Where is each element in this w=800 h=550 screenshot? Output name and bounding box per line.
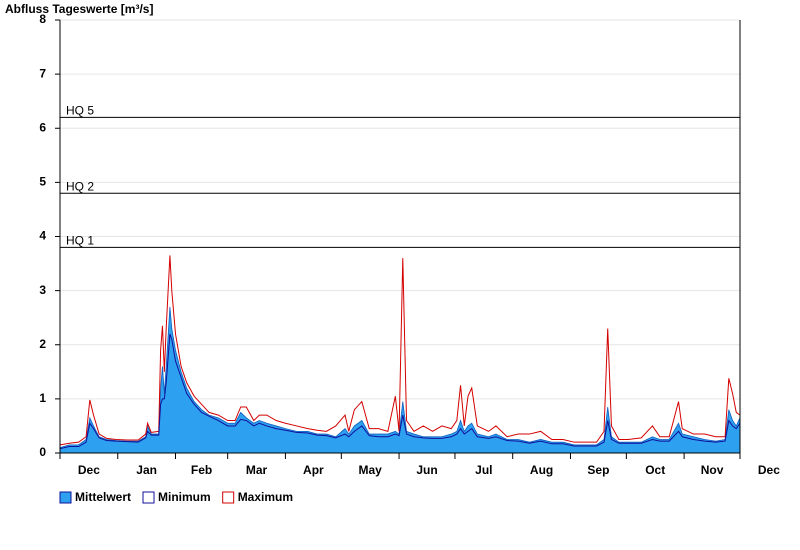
x-tick-label: May [359, 463, 383, 477]
y-tick-label: 0 [39, 445, 46, 459]
y-tick-label: 7 [39, 66, 46, 80]
x-tick-label: Dec [758, 463, 780, 477]
y-tick-label: 2 [39, 337, 46, 351]
threshold-label: HQ 2 [66, 179, 94, 193]
y-tick-label: 5 [39, 175, 46, 189]
x-tick-label: Mar [246, 463, 268, 477]
legend-swatch [59, 491, 72, 504]
x-tick-label: Jul [475, 463, 492, 477]
legend-label: Mittelwert [75, 490, 131, 504]
series-line [59, 255, 741, 446]
threshold-label: HQ 1 [66, 233, 94, 247]
y-tick-label: 6 [39, 120, 46, 134]
legend-label: Maximum [238, 490, 293, 504]
y-tick-label: 3 [39, 283, 46, 297]
threshold-label: HQ 5 [66, 104, 94, 118]
x-tick-label: Oct [645, 463, 665, 477]
legend-swatch [222, 491, 235, 504]
legend-label: Minimum [158, 490, 211, 504]
y-tick-label: 8 [39, 12, 46, 26]
chart-title: Abfluss Tageswerte [m³/s] [5, 2, 153, 16]
y-tick-label: 1 [39, 391, 46, 405]
x-tick-label: Aug [530, 463, 553, 477]
x-tick-label: Apr [303, 463, 324, 477]
y-tick-label: 4 [39, 229, 46, 243]
legend-swatch [142, 491, 155, 504]
x-tick-label: Feb [191, 463, 212, 477]
x-tick-label: Jun [416, 463, 437, 477]
x-tick-label: Dec [78, 463, 100, 477]
x-tick-label: Sep [587, 463, 609, 477]
x-tick-label: Jan [136, 463, 157, 477]
series-line [59, 333, 741, 450]
x-tick-label: Nov [701, 463, 724, 477]
